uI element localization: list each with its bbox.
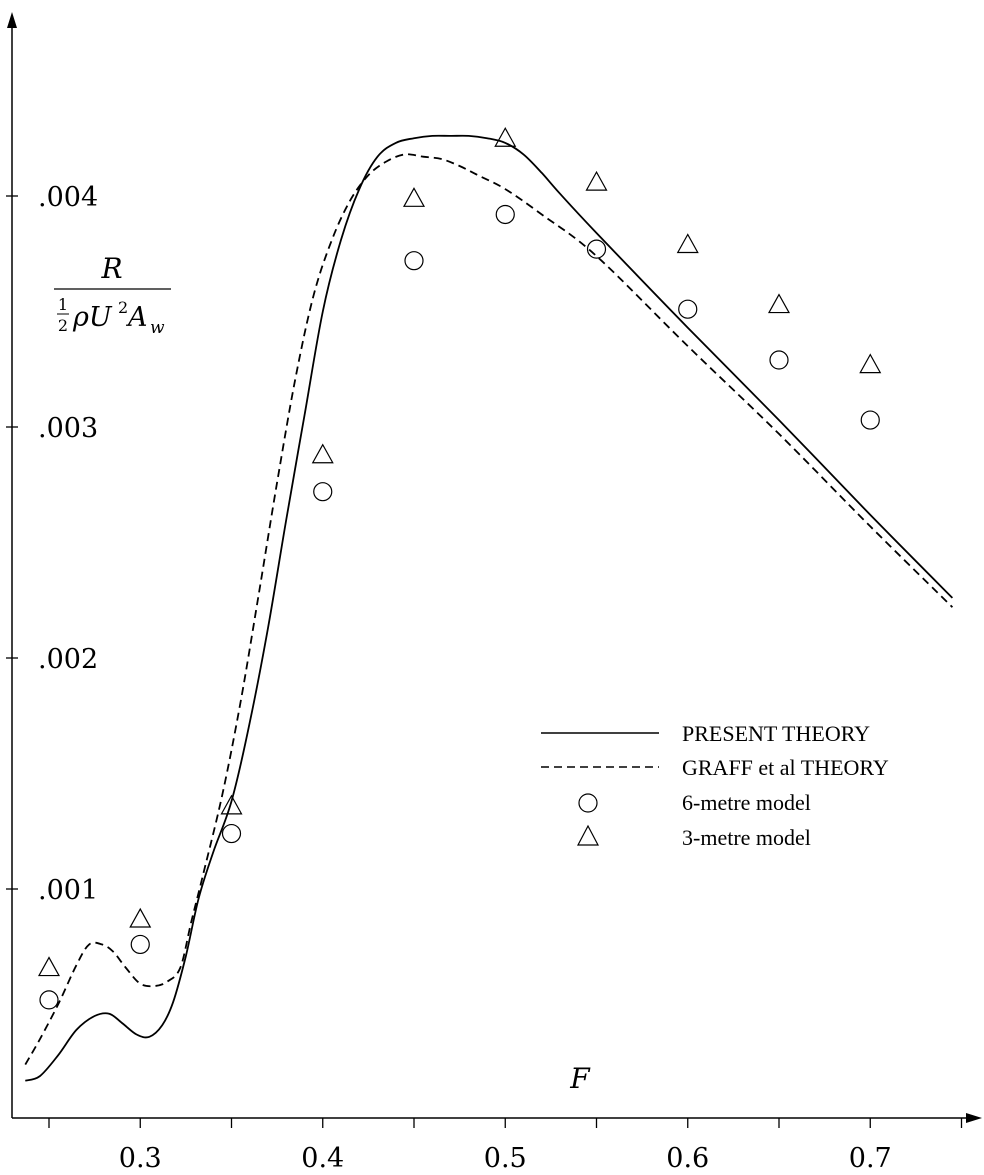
y-axis-arrow	[7, 12, 17, 28]
legend-marker-3-metre	[577, 824, 599, 846]
data-point-6-metre	[769, 350, 789, 370]
data-point-3-metre	[585, 170, 608, 191]
data-point-3-metre	[494, 127, 517, 147]
x-axis-label: F	[569, 1062, 591, 1095]
data-point-3-metre	[767, 293, 791, 314]
legend-label-graff-theory: GRAFF et al THEORY	[682, 755, 889, 780]
data-point-6-metre	[130, 934, 150, 955]
x-tick-label: 0.6	[666, 1143, 709, 1174]
y-label-a: A	[125, 302, 148, 333]
data-point-6-metre	[404, 251, 424, 271]
y-ticks	[6, 195, 18, 890]
data-point-3-metre	[402, 187, 426, 207]
legend-marker-6-metre	[578, 793, 598, 813]
axes	[7, 12, 982, 1123]
y-label-numerator: R	[100, 252, 122, 285]
data-point-3-metre	[220, 794, 243, 815]
legend: PRESENT THEORY GRAFF et al THEORY 6-metr…	[541, 721, 889, 850]
x-tick-label: 0.4	[301, 1143, 344, 1174]
data-point-6-metre	[221, 823, 242, 844]
legend-label-6-metre: 6-metre model	[682, 790, 811, 815]
y-tick-label: .003	[38, 413, 98, 444]
data-point-3-metre	[311, 443, 334, 464]
legend-label-present-theory: PRESENT THEORY	[682, 721, 870, 746]
y-label-rho-u: ρU	[72, 302, 113, 333]
data-point-6-metre	[586, 239, 607, 259]
data-point-6-metre	[860, 410, 880, 430]
x-tick-labels: 0.3 0.4 0.5 0.6 0.7	[119, 1143, 892, 1174]
data-point-6-metre	[495, 204, 515, 225]
data-point-6-metre	[313, 482, 333, 502]
series-lines	[24, 134, 954, 1082]
y-label-superscript: 2	[118, 298, 128, 317]
series-line-present-theory	[25, 134, 954, 1082]
data-point-3-metre	[676, 233, 699, 254]
y-label-half-numerator: 1	[58, 295, 68, 314]
markers	[37, 127, 882, 1010]
x-axis-arrow	[966, 1113, 982, 1123]
legend-label-3-metre: 3-metre model	[682, 825, 811, 850]
data-point-3-metre	[129, 907, 152, 928]
y-tick-labels: .001 .002 .003 .004	[38, 182, 98, 906]
data-point-6-metre	[678, 299, 698, 319]
y-tick-label: .001	[38, 875, 98, 906]
x-tick-label: 0.5	[484, 1143, 527, 1174]
x-tick-label: 0.7	[849, 1143, 892, 1174]
y-axis-label: R 1 2 ρU 2 A w	[54, 252, 171, 338]
x-tick-label: 0.3	[119, 1143, 162, 1174]
series-line-graff-theory	[24, 153, 954, 1066]
x-ticks	[48, 1118, 963, 1128]
y-label-subscript: w	[150, 318, 165, 338]
y-tick-label: .004	[38, 182, 98, 213]
data-point-6-metre	[39, 990, 59, 1010]
y-label-half-denominator: 2	[58, 316, 68, 335]
data-point-3-metre	[37, 956, 61, 977]
y-tick-label: .002	[38, 644, 98, 675]
data-point-3-metre	[859, 353, 882, 374]
